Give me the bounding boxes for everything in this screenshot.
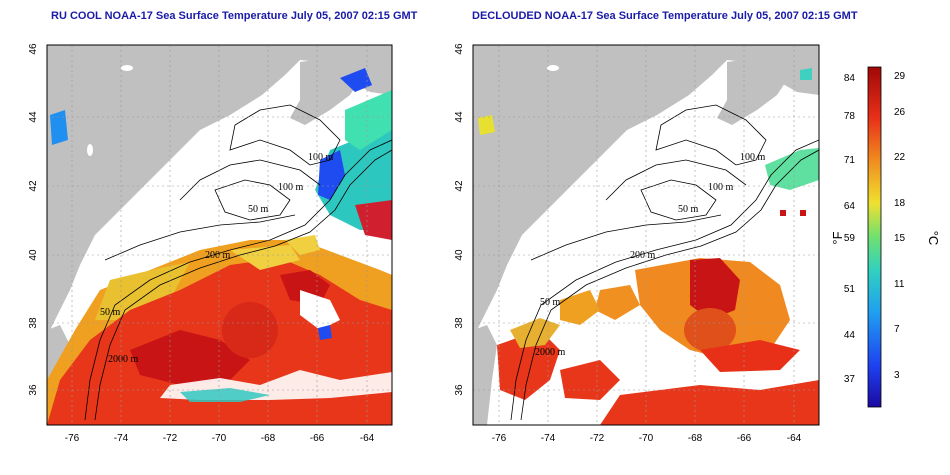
contour-label: 2000 m: [535, 347, 566, 358]
x-tick-label: -66: [737, 433, 752, 444]
left-y-axis: 36 38 40 42 44 46: [28, 43, 39, 396]
colorbar-c-tick: 22: [894, 152, 906, 163]
left-x-axis: -76 -74 -72 -70 -68 -66 -64: [65, 433, 375, 444]
right-bathymetry-contours: [510, 104, 819, 421]
contour-label: 100 m: [740, 152, 766, 163]
x-tick-label: -76: [492, 433, 507, 444]
colorbar: 84 78 71 64 59 51 44 37 29 26 22 18 15 1…: [830, 66, 941, 408]
contour-label: 2000 m: [108, 354, 139, 365]
colorbar-c-tick: 7: [894, 324, 900, 335]
colorbar-fahrenheit-ticks: 84 78 71 64 59 51 44 37: [844, 73, 856, 385]
right-x-axis: -76 -74 -72 -70 -68 -66 -64: [492, 433, 802, 444]
right-contour-labels: 100 m 100 m 50 m 200 m 50 m 2000 m: [535, 152, 766, 358]
colorbar-f-tick: 37: [844, 374, 856, 385]
x-tick-label: -70: [639, 433, 654, 444]
contour-label: 100 m: [308, 152, 334, 163]
left-contour-labels: 100 m 100 m 50 m 200 m 50 m 2000 m: [100, 152, 334, 365]
x-tick-label: -72: [590, 433, 605, 444]
colorbar-gradient: [867, 66, 882, 408]
colorbar-f-tick: 51: [844, 284, 856, 295]
x-tick-label: -72: [163, 433, 178, 444]
right-map-frame: [472, 44, 820, 426]
colorbar-c-tick: 29: [894, 71, 906, 82]
y-tick-label: 46: [28, 43, 39, 55]
left-map-panel: 100 m 100 m 50 m 200 m 50 m 2000 m -76 -…: [28, 43, 393, 444]
colorbar-f-tick: 44: [844, 330, 856, 341]
y-tick-label: 42: [28, 180, 39, 192]
right-map-panel: 100 m 100 m 50 m 200 m 50 m 2000 m -76 -…: [454, 43, 820, 444]
right-y-axis: 36 38 40 42 44 46: [454, 43, 465, 396]
y-tick-label: 38: [28, 317, 39, 329]
right-grid: [473, 45, 819, 425]
y-tick-label: 44: [28, 111, 39, 123]
x-tick-label: -76: [65, 433, 80, 444]
contour-label: 50 m: [100, 307, 121, 318]
x-tick-label: -74: [541, 433, 556, 444]
colorbar-c-tick: 26: [894, 107, 906, 118]
x-tick-label: -64: [360, 433, 375, 444]
contour-label: 100 m: [708, 182, 734, 193]
left-grid: [47, 45, 392, 425]
contour-label: 50 m: [248, 204, 269, 215]
y-tick-label: 44: [454, 111, 465, 123]
x-tick-label: -74: [114, 433, 129, 444]
colorbar-celsius-ticks: 29 26 22 18 15 11 7 3: [894, 71, 906, 381]
fahrenheit-unit-label: °F: [830, 231, 845, 244]
x-tick-label: -68: [688, 433, 703, 444]
y-tick-label: 38: [454, 317, 465, 329]
y-tick-label: 36: [28, 384, 39, 396]
y-tick-label: 46: [454, 43, 465, 55]
colorbar-c-tick: 3: [894, 370, 900, 381]
colorbar-f-tick: 78: [844, 111, 856, 122]
left-bathymetry-contours: [84, 104, 392, 421]
right-land: [473, 45, 819, 330]
right-panel-title: DECLOUDED NOAA-17 Sea Surface Temperatur…: [472, 10, 858, 22]
x-tick-label: -70: [212, 433, 227, 444]
colorbar-f-tick: 84: [844, 73, 856, 84]
colorbar-f-tick: 64: [844, 201, 856, 212]
left-map-frame: [46, 44, 393, 426]
colorbar-c-tick: 11: [894, 279, 905, 290]
colorbar-c-tick: 15: [894, 233, 906, 244]
celsius-unit-label: °C: [926, 231, 941, 246]
left-land: [47, 45, 392, 330]
colorbar-c-tick: 18: [894, 198, 906, 209]
x-tick-label: -68: [261, 433, 276, 444]
contour-label: 100 m: [278, 182, 304, 193]
y-tick-label: 36: [454, 384, 465, 396]
x-tick-label: -66: [310, 433, 325, 444]
y-tick-label: 42: [454, 180, 465, 192]
y-tick-label: 40: [454, 249, 465, 261]
colorbar-f-tick: 59: [844, 233, 856, 244]
contour-label: 200 m: [205, 250, 231, 261]
left-panel-title: RU COOL NOAA-17 Sea Surface Temperature …: [51, 10, 418, 22]
contour-label: 200 m: [630, 250, 656, 261]
contour-label: 50 m: [678, 204, 699, 215]
colorbar-f-tick: 71: [844, 155, 856, 166]
y-tick-label: 40: [28, 249, 39, 261]
contour-label: 50 m: [540, 297, 561, 308]
x-tick-label: -64: [787, 433, 802, 444]
